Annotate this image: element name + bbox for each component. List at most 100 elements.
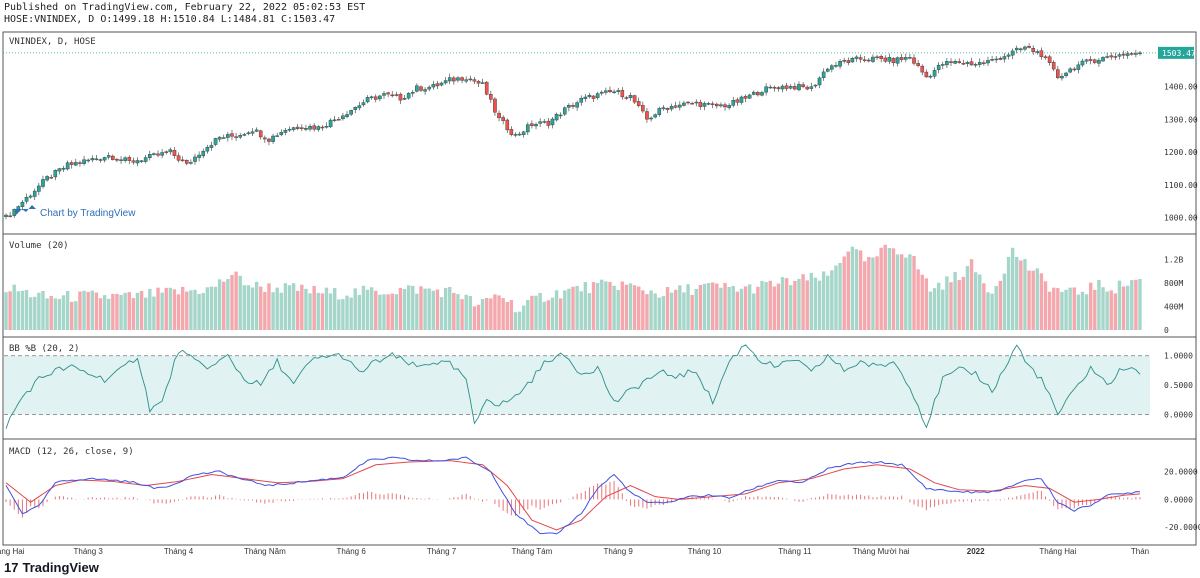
volume-bar: [291, 283, 296, 330]
candle-body: [801, 84, 805, 87]
volume-pane[interactable]: Volume (20) 1.2B 800M 400M 0: [4, 241, 1183, 335]
candle-body: [1076, 64, 1081, 70]
candle-body: [904, 57, 908, 60]
candle-body: [620, 90, 625, 98]
candle-body: [612, 91, 616, 93]
volume-bar: [45, 298, 49, 330]
candle-body: [328, 119, 333, 127]
volume-bar: [1015, 256, 1019, 330]
price-pane[interactable]: VNINDEX, D, HOSE 1400.00 1300.00 1200.00 110…: [3, 37, 1198, 223]
candle-body: [998, 57, 1003, 60]
candle-body: [776, 87, 781, 90]
volume-bar: [563, 290, 567, 330]
volume-bar: [431, 290, 436, 330]
volume-bar: [715, 283, 719, 330]
x-axis-label: Tháng Mười hai: [853, 547, 910, 556]
volume-bar: [1134, 279, 1138, 330]
chart-border: [2, 31, 1197, 546]
volume-bar: [94, 292, 99, 330]
volume-bar: [846, 251, 850, 330]
candle-body: [258, 130, 263, 138]
candle-body: [152, 153, 156, 155]
volume-bar: [398, 287, 403, 330]
volume-bar: [821, 271, 826, 330]
volume-bar: [316, 292, 320, 330]
candle-body: [41, 179, 45, 187]
candle-body: [57, 168, 62, 172]
x-axis-label: Tháng Năm: [244, 547, 286, 556]
current-price-label: 1503.47: [1162, 49, 1196, 58]
volume-bar: [534, 295, 538, 330]
macd-pane[interactable]: MACD (12, 26, close, 9) 20.0000 0.0000 -20.…: [5, 447, 1200, 535]
candle-body: [373, 96, 378, 100]
volume-bar: [908, 254, 912, 330]
volume-bar: [1035, 268, 1039, 330]
volume-bar: [1010, 247, 1015, 330]
macd-tick-label: 20.0000: [1164, 468, 1198, 477]
candle-body: [230, 133, 234, 137]
price-tick-label: 1000.00: [1164, 214, 1198, 223]
volume-bar: [899, 254, 904, 330]
candle-body: [90, 158, 95, 161]
volume-bar: [538, 292, 542, 330]
candle-body: [164, 151, 169, 153]
volume-bar: [1027, 270, 1031, 330]
bb-pane[interactable]: BB %B (20, 2) 1.0000 0.5000 0.0000: [4, 344, 1193, 429]
volume-bar: [485, 297, 489, 330]
volume-bar: [448, 287, 452, 330]
volume-bar: [423, 288, 427, 330]
candle-body: [472, 79, 477, 82]
candle-body: [172, 150, 177, 156]
candle-body: [369, 96, 374, 99]
volume-bar: [332, 288, 337, 330]
candle-body: [148, 153, 152, 159]
volume-bar: [1109, 290, 1113, 330]
candle-body: [793, 86, 797, 90]
candle-body: [920, 65, 925, 73]
candle-body: [332, 119, 337, 122]
candle-body: [398, 93, 403, 101]
volume-bar: [731, 286, 735, 330]
volume-bar: [172, 289, 177, 330]
volume-bar: [238, 275, 242, 330]
candle-body: [830, 65, 834, 70]
volume-bar: [127, 292, 131, 330]
candle-body: [406, 93, 411, 99]
volume-bar: [838, 263, 842, 330]
volume-bar: [723, 282, 727, 330]
volume-bar: [1093, 289, 1097, 330]
volume-bar: [176, 294, 181, 330]
volume-bar: [916, 269, 920, 330]
candle-body: [209, 145, 214, 148]
volume-bar: [637, 286, 641, 330]
candle-body: [1097, 60, 1101, 64]
candle-body: [1035, 51, 1040, 53]
volume-bar: [287, 285, 292, 330]
candle-body: [838, 61, 842, 67]
volume-bar: [530, 295, 534, 330]
volume-bar: [764, 282, 768, 330]
volume-bar: [250, 287, 255, 330]
candle-body: [439, 82, 444, 86]
volume-bar: [1043, 281, 1048, 330]
candle-body: [1117, 54, 1122, 57]
candle-body: [176, 155, 181, 161]
candle-body: [16, 206, 21, 210]
candle-body: [238, 135, 242, 138]
candle-body: [624, 97, 629, 99]
candle-body: [719, 104, 723, 107]
candle-body: [250, 131, 255, 134]
candle-body: [246, 132, 251, 135]
volume-bar: [156, 287, 160, 330]
volume-bar: [727, 286, 731, 330]
macd-line: [5, 456, 1141, 535]
candle-body: [189, 162, 193, 164]
volume-bar: [526, 300, 530, 330]
volume-bar: [1023, 259, 1027, 330]
volume-bar: [49, 295, 53, 330]
volume-bar: [217, 279, 222, 330]
volume-bar: [883, 244, 887, 330]
volume-bar: [254, 281, 259, 330]
volume-bar: [895, 254, 900, 330]
